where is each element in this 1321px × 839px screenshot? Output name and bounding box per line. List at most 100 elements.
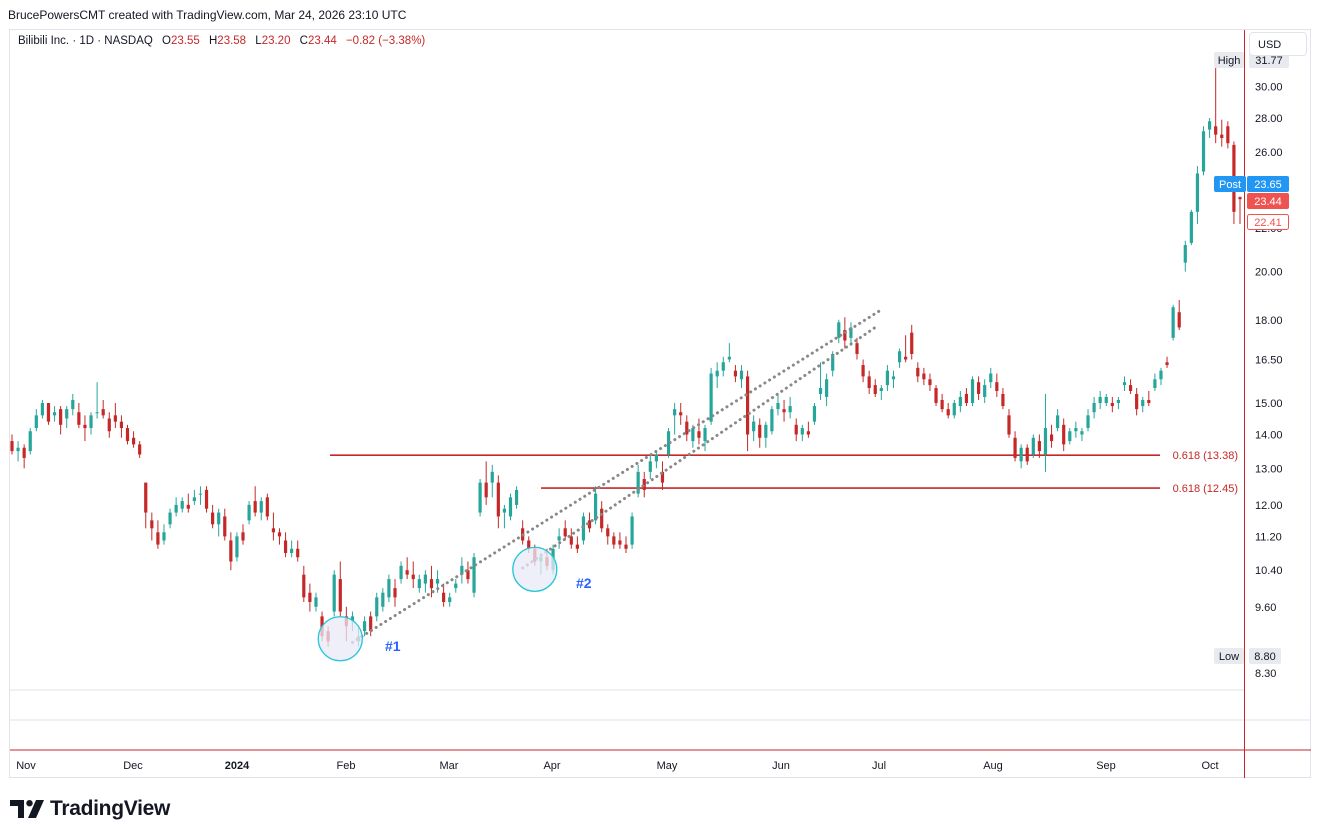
- candle-body: [362, 621, 367, 632]
- candle-body: [247, 504, 251, 521]
- candle-body: [600, 508, 604, 529]
- candle-body: [16, 447, 20, 452]
- candle-body: [563, 528, 567, 537]
- y-tick-label: 15.00: [1255, 398, 1283, 410]
- pivot-circle: [512, 546, 558, 592]
- legend-symbol: Bilibili Inc. · 1D · NASDAQ: [18, 35, 153, 47]
- candle-body: [34, 415, 38, 429]
- candle-body: [442, 592, 446, 603]
- candle-body: [636, 471, 640, 494]
- candle-body: [508, 497, 513, 517]
- candle-body: [217, 512, 221, 525]
- legend-low: 23.20: [261, 35, 291, 47]
- candle-body: [71, 399, 75, 410]
- candle-body: [514, 489, 519, 505]
- x-tick-label: Jun: [772, 760, 790, 772]
- candle-body: [496, 482, 500, 517]
- candle-body: [946, 409, 950, 416]
- prev-price-box: [1247, 214, 1289, 230]
- candle-body: [679, 412, 683, 416]
- candle-body: [156, 532, 160, 545]
- annotation-label: #1: [385, 638, 401, 654]
- candle-body: [527, 540, 531, 549]
- candle-body: [22, 447, 26, 458]
- candle-body: [180, 501, 184, 509]
- y-tick-label: 10.40: [1255, 565, 1283, 577]
- candle-body: [624, 544, 628, 549]
- high-tag-box: [1214, 52, 1244, 68]
- candle-body: [101, 409, 105, 416]
- candle-body: [1019, 447, 1023, 462]
- candle-body: [302, 574, 306, 598]
- candle-body: [296, 548, 300, 558]
- candle-body: [314, 597, 318, 607]
- candle-body: [1141, 399, 1145, 407]
- candle-body: [192, 497, 196, 502]
- candle-body: [448, 597, 452, 603]
- candle-body: [332, 574, 336, 612]
- candle-body: [253, 501, 257, 513]
- candle-body: [211, 512, 215, 525]
- candle-body: [831, 353, 835, 371]
- candle-body: [818, 388, 823, 394]
- legend-high-label: H: [208, 35, 218, 47]
- candle-body: [107, 418, 111, 432]
- legend-low-label: L: [255, 35, 262, 47]
- brand-name: TradingView: [50, 797, 171, 820]
- currency-selector[interactable]: USD: [1249, 32, 1307, 56]
- y-tick-label: 12.00: [1255, 500, 1283, 512]
- candle-body: [612, 536, 616, 545]
- candle-body: [1001, 393, 1005, 407]
- candle-body: [940, 399, 944, 410]
- candle-body: [1092, 403, 1096, 413]
- candle-body: [867, 376, 871, 389]
- candle-body: [1086, 415, 1090, 429]
- candle-body: [1104, 396, 1108, 404]
- candle-body: [806, 431, 810, 435]
- x-tick-label: Jul: [872, 760, 886, 772]
- candle-body: [897, 351, 902, 363]
- candle-body: [381, 592, 385, 607]
- candle-body: [223, 516, 227, 537]
- candle-body: [697, 431, 701, 438]
- candle-body: [1238, 197, 1242, 200]
- candle-body: [673, 409, 677, 416]
- x-tick-label: Dec: [123, 760, 143, 772]
- fib-label: 0.618 (12.45): [1173, 483, 1238, 495]
- candle-body: [411, 574, 415, 580]
- candle-body: [885, 370, 890, 386]
- candle-body: [1195, 173, 1200, 212]
- candle-body: [879, 388, 883, 391]
- candle-body: [478, 482, 482, 513]
- high-tag: High: [1218, 55, 1241, 67]
- candle-body: [277, 532, 282, 537]
- candle-body: [970, 379, 975, 404]
- candle-body: [928, 379, 932, 386]
- prev-price: 22.41: [1254, 217, 1282, 229]
- candle-body: [40, 403, 44, 416]
- candle-body: [660, 471, 665, 483]
- candle-body: [59, 409, 63, 425]
- candle-body: [776, 403, 780, 410]
- candle-body: [976, 382, 981, 394]
- candle-body: [229, 540, 233, 562]
- candle-body: [1122, 382, 1127, 386]
- candle-body: [490, 471, 494, 483]
- candle-body: [666, 431, 671, 455]
- candle-body: [1214, 126, 1218, 135]
- candle-body: [1062, 424, 1066, 445]
- candle-body: [989, 373, 993, 383]
- tradingview-logo[interactable]: TradingView: [10, 796, 170, 822]
- candle-body: [399, 565, 403, 580]
- x-tick-label: Mar: [440, 760, 459, 772]
- candle-body: [1135, 393, 1139, 410]
- candle-body: [113, 415, 117, 422]
- candle-body: [861, 365, 865, 377]
- candle-body: [958, 396, 962, 407]
- candle-body: [709, 373, 713, 422]
- candle-body: [138, 444, 142, 455]
- candle-body: [794, 424, 798, 435]
- candle-body: [1147, 399, 1151, 404]
- candle-body: [569, 536, 573, 545]
